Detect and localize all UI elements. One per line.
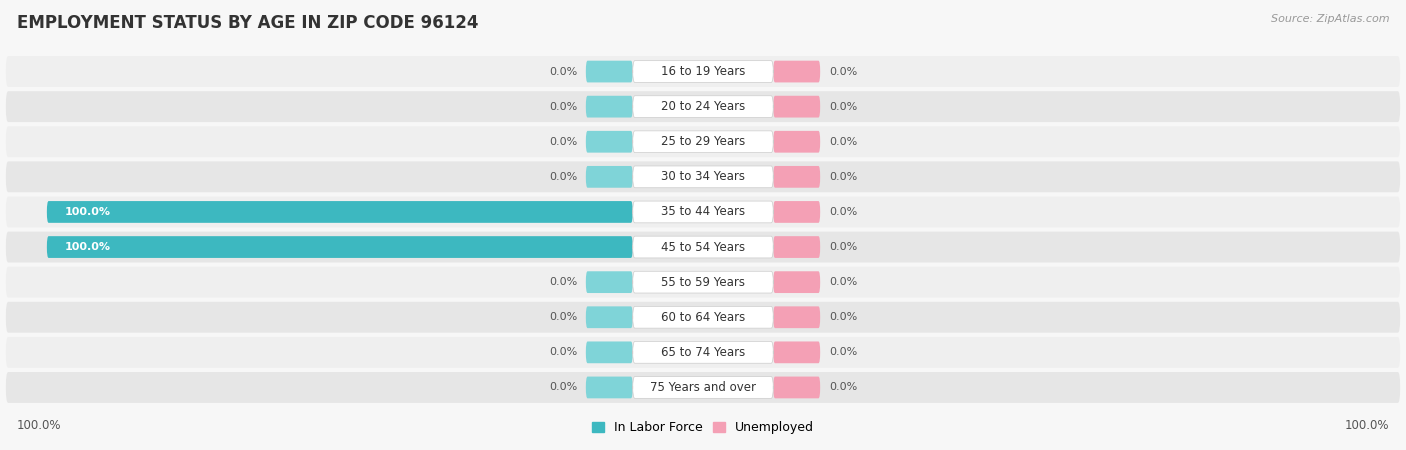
- Text: 0.0%: 0.0%: [830, 67, 858, 76]
- FancyBboxPatch shape: [6, 56, 1400, 87]
- Text: 100.0%: 100.0%: [65, 242, 111, 252]
- FancyBboxPatch shape: [586, 61, 633, 82]
- Text: 65 to 74 Years: 65 to 74 Years: [661, 346, 745, 359]
- Text: 0.0%: 0.0%: [830, 312, 858, 322]
- FancyBboxPatch shape: [773, 166, 820, 188]
- Text: 35 to 44 Years: 35 to 44 Years: [661, 206, 745, 218]
- FancyBboxPatch shape: [773, 377, 820, 398]
- FancyBboxPatch shape: [633, 61, 773, 82]
- FancyBboxPatch shape: [6, 302, 1400, 333]
- FancyBboxPatch shape: [6, 91, 1400, 122]
- FancyBboxPatch shape: [773, 96, 820, 117]
- Text: 60 to 64 Years: 60 to 64 Years: [661, 311, 745, 324]
- FancyBboxPatch shape: [633, 131, 773, 153]
- FancyBboxPatch shape: [6, 197, 1400, 227]
- FancyBboxPatch shape: [773, 61, 820, 82]
- Text: 0.0%: 0.0%: [830, 242, 858, 252]
- FancyBboxPatch shape: [586, 131, 633, 153]
- Text: 0.0%: 0.0%: [830, 137, 858, 147]
- Text: 100.0%: 100.0%: [1344, 419, 1389, 432]
- FancyBboxPatch shape: [773, 236, 820, 258]
- FancyBboxPatch shape: [633, 166, 773, 188]
- FancyBboxPatch shape: [773, 271, 820, 293]
- FancyBboxPatch shape: [586, 271, 633, 293]
- FancyBboxPatch shape: [6, 162, 1400, 192]
- Text: 0.0%: 0.0%: [830, 382, 858, 392]
- Text: 100.0%: 100.0%: [65, 207, 111, 217]
- FancyBboxPatch shape: [46, 236, 633, 258]
- Text: 0.0%: 0.0%: [830, 347, 858, 357]
- Text: 0.0%: 0.0%: [830, 277, 858, 287]
- FancyBboxPatch shape: [633, 271, 773, 293]
- FancyBboxPatch shape: [633, 377, 773, 398]
- Text: 0.0%: 0.0%: [830, 172, 858, 182]
- Text: 25 to 29 Years: 25 to 29 Years: [661, 135, 745, 148]
- Text: 0.0%: 0.0%: [548, 277, 576, 287]
- FancyBboxPatch shape: [586, 306, 633, 328]
- FancyBboxPatch shape: [633, 306, 773, 328]
- Text: 16 to 19 Years: 16 to 19 Years: [661, 65, 745, 78]
- FancyBboxPatch shape: [586, 342, 633, 363]
- FancyBboxPatch shape: [633, 201, 773, 223]
- FancyBboxPatch shape: [633, 342, 773, 363]
- Text: 100.0%: 100.0%: [17, 419, 62, 432]
- FancyBboxPatch shape: [773, 306, 820, 328]
- FancyBboxPatch shape: [6, 337, 1400, 368]
- Text: 0.0%: 0.0%: [548, 382, 576, 392]
- FancyBboxPatch shape: [586, 96, 633, 117]
- FancyBboxPatch shape: [46, 201, 633, 223]
- Text: 75 Years and over: 75 Years and over: [650, 381, 756, 394]
- FancyBboxPatch shape: [6, 232, 1400, 262]
- Text: 0.0%: 0.0%: [548, 312, 576, 322]
- FancyBboxPatch shape: [6, 372, 1400, 403]
- Text: 45 to 54 Years: 45 to 54 Years: [661, 241, 745, 253]
- Text: 0.0%: 0.0%: [548, 102, 576, 112]
- FancyBboxPatch shape: [6, 126, 1400, 157]
- FancyBboxPatch shape: [773, 131, 820, 153]
- Text: 20 to 24 Years: 20 to 24 Years: [661, 100, 745, 113]
- Text: 0.0%: 0.0%: [548, 137, 576, 147]
- Text: 0.0%: 0.0%: [548, 67, 576, 76]
- Text: 0.0%: 0.0%: [548, 172, 576, 182]
- Text: EMPLOYMENT STATUS BY AGE IN ZIP CODE 96124: EMPLOYMENT STATUS BY AGE IN ZIP CODE 961…: [17, 14, 478, 32]
- FancyBboxPatch shape: [6, 267, 1400, 297]
- Text: Source: ZipAtlas.com: Source: ZipAtlas.com: [1271, 14, 1389, 23]
- FancyBboxPatch shape: [773, 201, 820, 223]
- Text: 0.0%: 0.0%: [830, 102, 858, 112]
- FancyBboxPatch shape: [586, 166, 633, 188]
- FancyBboxPatch shape: [633, 236, 773, 258]
- FancyBboxPatch shape: [773, 342, 820, 363]
- Text: 0.0%: 0.0%: [548, 347, 576, 357]
- Text: 55 to 59 Years: 55 to 59 Years: [661, 276, 745, 288]
- Legend: In Labor Force, Unemployed: In Labor Force, Unemployed: [586, 416, 820, 439]
- FancyBboxPatch shape: [633, 96, 773, 117]
- FancyBboxPatch shape: [586, 377, 633, 398]
- Text: 0.0%: 0.0%: [830, 207, 858, 217]
- Text: 30 to 34 Years: 30 to 34 Years: [661, 171, 745, 183]
